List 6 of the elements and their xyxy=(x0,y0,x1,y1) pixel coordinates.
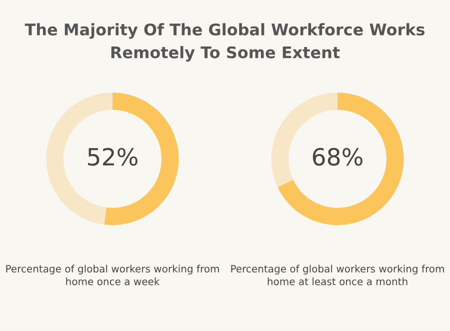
donut-slice xyxy=(278,92,404,226)
text: Percentage of global workers working from home once a week xyxy=(6,264,219,286)
text: Percentage of global workers working from home at least once a month xyxy=(231,264,444,286)
text: The Majority Of The Global Workforce Works Remotely To Some Extent xyxy=(24,23,424,62)
data-label: 68% xyxy=(312,148,362,166)
data-label: 52% xyxy=(88,148,138,166)
